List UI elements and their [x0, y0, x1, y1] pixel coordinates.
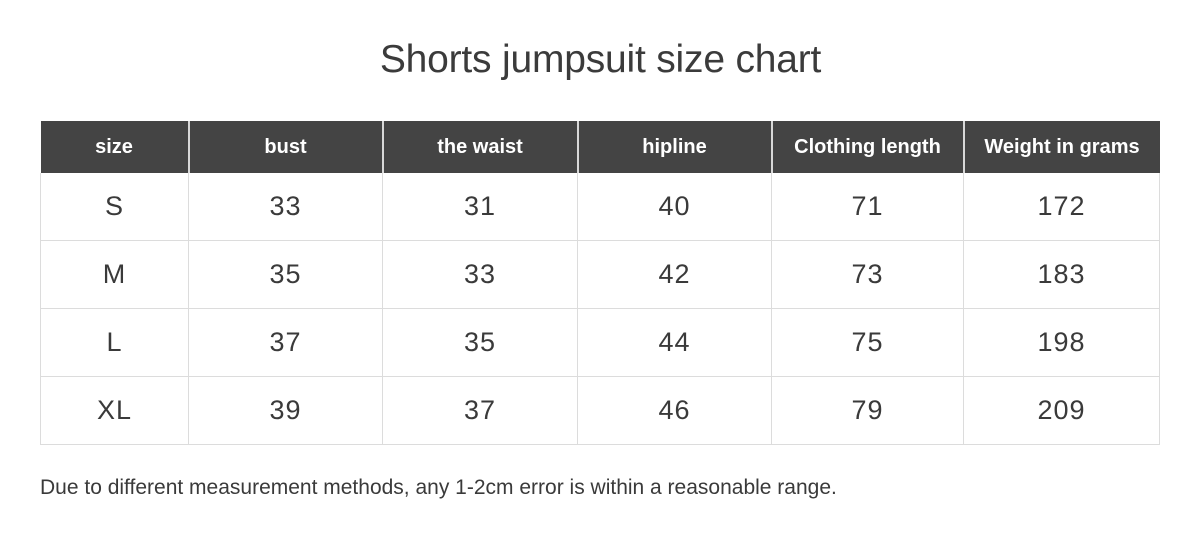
- column-header-size: size: [40, 121, 190, 173]
- table-row: M 35 33 42 73 183: [40, 240, 1160, 309]
- column-header-waist: the waist: [382, 121, 579, 173]
- cell-hipline: 44: [577, 308, 772, 377]
- cell-length: 75: [771, 308, 964, 377]
- cell-hipline: 42: [577, 240, 772, 309]
- cell-hipline: 40: [577, 173, 772, 241]
- cell-bust: 37: [188, 308, 383, 377]
- cell-length: 73: [771, 240, 964, 309]
- table-row: XL 39 37 46 79 209: [40, 376, 1160, 445]
- cell-length: 79: [771, 376, 964, 445]
- cell-weight: 209: [963, 376, 1160, 445]
- cell-waist: 37: [382, 376, 578, 445]
- table-row: L 37 35 44 75 198: [40, 308, 1160, 377]
- cell-waist: 35: [382, 308, 578, 377]
- table-row: S 33 31 40 71 172: [40, 173, 1160, 241]
- table-header: size bust the waist hipline Clothing len…: [40, 121, 1160, 173]
- cell-length: 71: [771, 173, 964, 241]
- cell-size: M: [40, 240, 189, 309]
- cell-size: L: [40, 308, 189, 377]
- cell-waist: 31: [382, 173, 578, 241]
- size-chart-table: size bust the waist hipline Clothing len…: [40, 121, 1160, 445]
- cell-bust: 33: [188, 173, 383, 241]
- cell-bust: 35: [188, 240, 383, 309]
- cell-hipline: 46: [577, 376, 772, 445]
- measurement-disclaimer: Due to different measurement methods, an…: [40, 476, 837, 499]
- cell-size: S: [40, 173, 189, 241]
- cell-weight: 172: [963, 173, 1160, 241]
- cell-size: XL: [40, 376, 189, 445]
- table-header-row: size bust the waist hipline Clothing len…: [40, 121, 1160, 173]
- column-header-hipline: hipline: [577, 121, 773, 173]
- column-header-weight-in-grams: Weight in grams: [963, 121, 1160, 173]
- column-header-clothing-length: Clothing length: [771, 121, 965, 173]
- cell-bust: 39: [188, 376, 383, 445]
- cell-weight: 183: [963, 240, 1160, 309]
- cell-weight: 198: [963, 308, 1160, 377]
- column-header-bust: bust: [188, 121, 384, 173]
- cell-waist: 33: [382, 240, 578, 309]
- table-body: S 33 31 40 71 172 M 35 33 42 73 183 L 37…: [40, 173, 1160, 445]
- page-title: Shorts jumpsuit size chart: [379, 38, 822, 81]
